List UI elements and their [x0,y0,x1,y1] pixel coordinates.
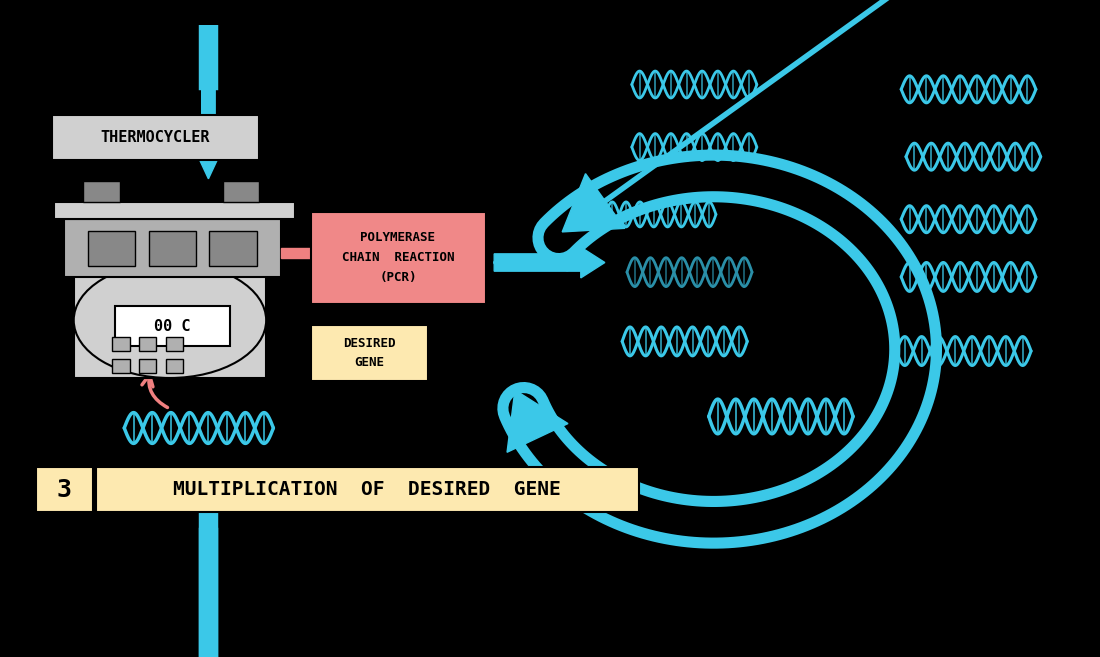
FancyBboxPatch shape [112,359,130,373]
FancyBboxPatch shape [74,272,266,378]
FancyBboxPatch shape [96,468,638,512]
FancyBboxPatch shape [112,336,130,351]
FancyBboxPatch shape [223,181,260,202]
Text: POLYMERASE
CHAIN  REACTION
(PCR): POLYMERASE CHAIN REACTION (PCR) [342,231,454,284]
FancyArrow shape [280,248,319,258]
FancyBboxPatch shape [88,231,135,266]
Text: 00 C: 00 C [154,319,190,334]
FancyBboxPatch shape [311,325,428,381]
FancyBboxPatch shape [166,359,184,373]
FancyArrow shape [494,247,605,278]
FancyBboxPatch shape [116,306,230,346]
Text: 3: 3 [56,478,72,501]
FancyBboxPatch shape [148,231,196,266]
FancyBboxPatch shape [84,181,120,202]
FancyBboxPatch shape [55,202,295,219]
Text: DESIRED
GENE: DESIRED GENE [343,337,395,369]
FancyBboxPatch shape [52,116,260,160]
Text: MULTIPLICATION  OF  DESIRED  GENE: MULTIPLICATION OF DESIRED GENE [174,480,561,499]
FancyBboxPatch shape [166,336,184,351]
FancyBboxPatch shape [209,231,256,266]
Polygon shape [562,173,625,232]
Ellipse shape [74,263,266,378]
FancyBboxPatch shape [140,359,156,373]
FancyBboxPatch shape [64,219,280,277]
Text: THERMOCYCLER: THERMOCYCLER [101,130,210,145]
FancyArrow shape [195,25,222,179]
FancyBboxPatch shape [140,336,156,351]
Polygon shape [507,390,568,452]
FancyBboxPatch shape [36,468,94,512]
FancyBboxPatch shape [311,212,485,304]
